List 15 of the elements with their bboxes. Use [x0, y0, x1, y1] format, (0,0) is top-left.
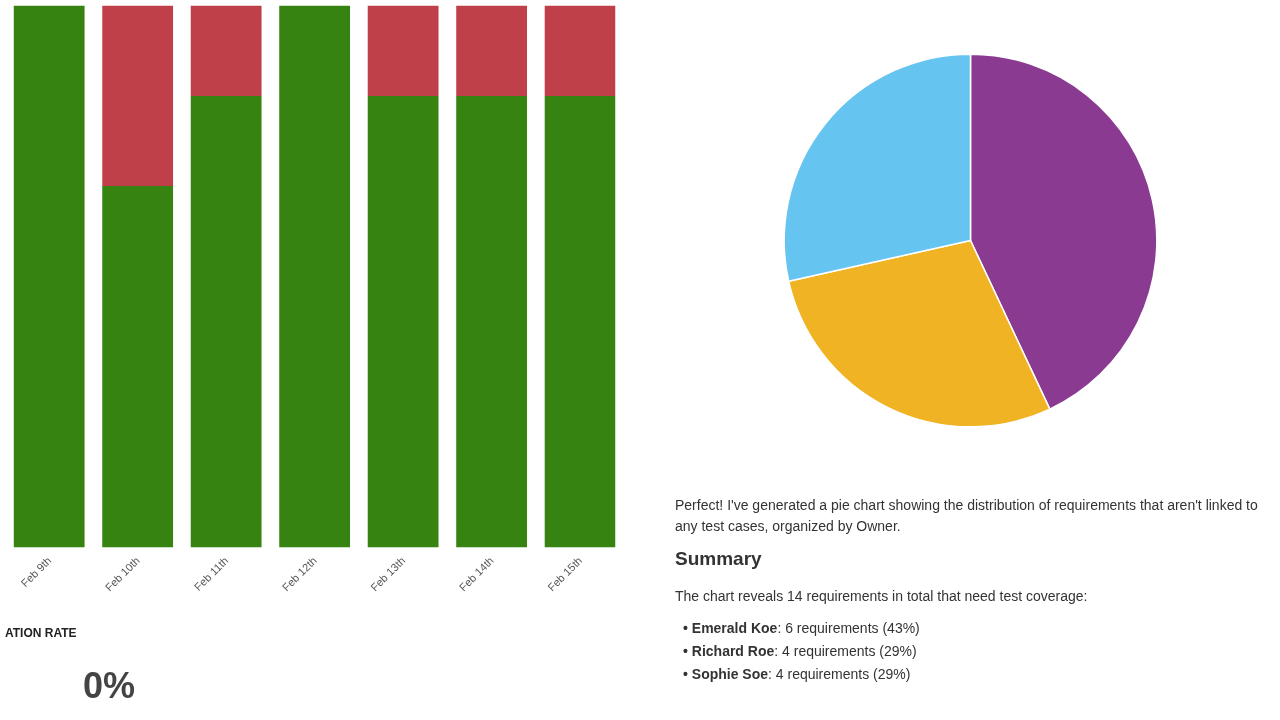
text: • Richard Roe: 4 requirements (29%) [683, 642, 918, 662]
x-tick-label: Feb 11th [191, 554, 231, 593]
text: Perfect! I've generated a pie chart showing the distribution of requirements that aren't linked to any test cases, organized by Owner. [675, 496, 1259, 536]
text: 0% [83, 664, 136, 709]
x-tick-label: Feb 15th [545, 554, 585, 594]
text: • Sophie Soe: 4 requirements (29%) [683, 665, 912, 685]
x-tick-label: Feb 13th [368, 554, 408, 594]
text: • Emerald Koe: 6 requirements (43%) [683, 619, 921, 639]
x-tick-label: Feb 10th [102, 554, 142, 594]
x-tick-label: Feb 14th [456, 554, 496, 594]
text: Summary [675, 547, 763, 571]
text: The chart reveals 14 requirements in total that need test coverage: [675, 587, 1089, 607]
x-tick-label: Feb 9th [18, 554, 54, 590]
x-tick-label: Feb 12th [279, 554, 319, 594]
text: ATION RATE [5, 625, 78, 642]
